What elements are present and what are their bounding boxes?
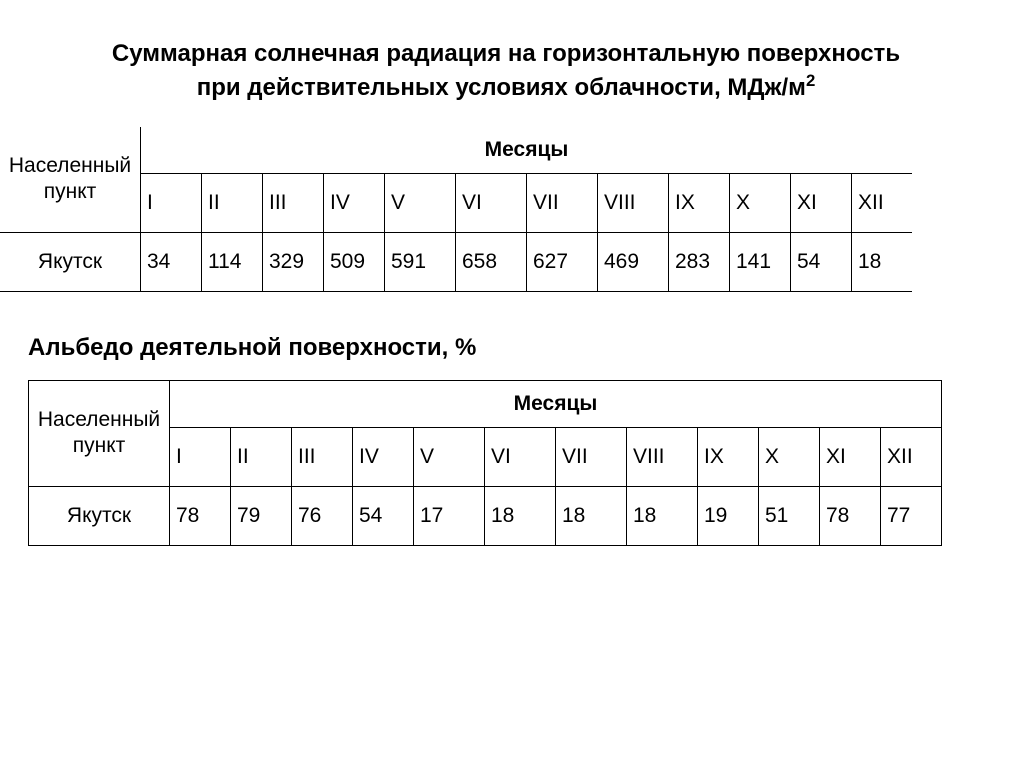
data-row: Якутск 34 114 329 509 591 658 627 469 28…	[0, 232, 912, 291]
data-cell: 18	[852, 232, 913, 291]
data-cell: 77	[881, 486, 942, 545]
month-col: IV	[324, 173, 385, 232]
data-cell: 114	[202, 232, 263, 291]
month-col: III	[263, 173, 324, 232]
data-cell: 18	[556, 486, 627, 545]
data-cell: 54	[353, 486, 414, 545]
months-header: Месяцы	[170, 380, 942, 427]
title-line-1: Суммарная солнечная радиация на горизонт…	[112, 40, 900, 67]
title-line-2: при действительных условиях облачности, …	[197, 74, 806, 101]
months-header: Месяцы	[141, 127, 913, 174]
city-label: Якутск	[0, 232, 141, 291]
month-col: VIII	[598, 173, 669, 232]
month-col: III	[292, 427, 353, 486]
data-cell: 329	[263, 232, 324, 291]
data-cell: 658	[456, 232, 527, 291]
month-col: XI	[820, 427, 881, 486]
month-col: VIII	[627, 427, 698, 486]
month-col: V	[414, 427, 485, 486]
month-col: X	[759, 427, 820, 486]
month-col: I	[141, 173, 202, 232]
row-header-label: Населенный пункт	[29, 380, 170, 486]
month-col: VI	[456, 173, 527, 232]
data-cell: 51	[759, 486, 820, 545]
month-col: I	[170, 427, 231, 486]
data-cell: 509	[324, 232, 385, 291]
data-cell: 17	[414, 486, 485, 545]
data-cell: 78	[170, 486, 231, 545]
data-cell: 469	[598, 232, 669, 291]
data-cell: 76	[292, 486, 353, 545]
month-col: X	[730, 173, 791, 232]
data-cell: 34	[141, 232, 202, 291]
month-col: XII	[881, 427, 942, 486]
month-col: VI	[485, 427, 556, 486]
data-cell: 18	[627, 486, 698, 545]
month-col: VII	[556, 427, 627, 486]
month-col: VII	[527, 173, 598, 232]
month-col: V	[385, 173, 456, 232]
albedo-table: Населенный пункт Месяцы I II III IV V VI…	[28, 380, 942, 546]
data-cell: 283	[669, 232, 730, 291]
main-title: Суммарная солнечная радиация на горизонт…	[0, 38, 1012, 105]
data-cell: 54	[791, 232, 852, 291]
data-cell: 19	[698, 486, 759, 545]
row-header-label: Населенный пункт	[0, 127, 141, 233]
data-cell: 627	[527, 232, 598, 291]
albedo-subtitle: Альбедо деятельной поверхности, %	[28, 334, 1012, 362]
data-row: Якутск 78 79 76 54 17 18 18 18 19 51 78 …	[29, 486, 942, 545]
month-col: IX	[669, 173, 730, 232]
month-col: II	[202, 173, 263, 232]
data-cell: 78	[820, 486, 881, 545]
month-col: XII	[852, 173, 913, 232]
data-cell: 591	[385, 232, 456, 291]
month-col: IX	[698, 427, 759, 486]
data-cell: 18	[485, 486, 556, 545]
data-cell: 79	[231, 486, 292, 545]
month-col: XI	[791, 173, 852, 232]
city-label: Якутск	[29, 486, 170, 545]
month-col: II	[231, 427, 292, 486]
radiation-table: Населенный пункт Месяцы I II III IV V VI…	[0, 127, 912, 292]
month-col: IV	[353, 427, 414, 486]
title-superscript: 2	[806, 71, 815, 90]
data-cell: 141	[730, 232, 791, 291]
